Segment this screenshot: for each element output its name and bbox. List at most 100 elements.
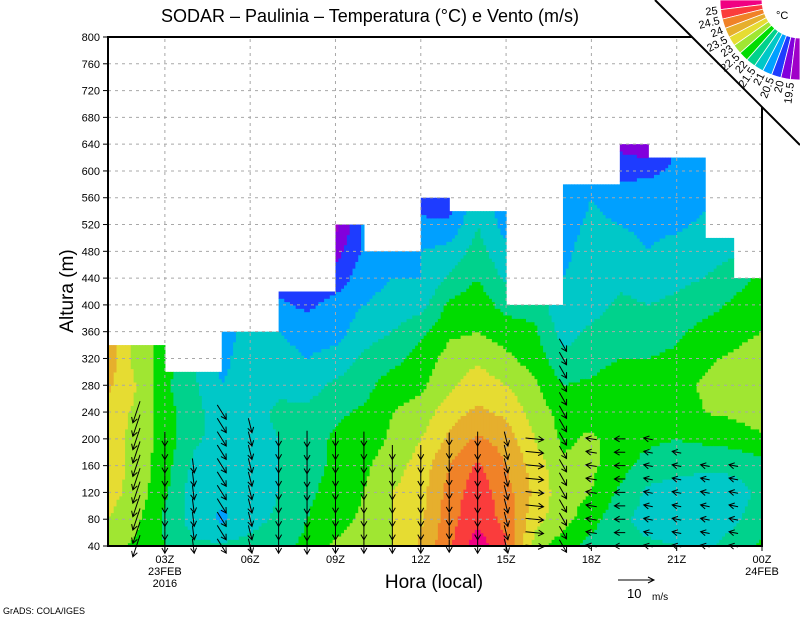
temperature-cell [406,462,411,547]
temperature-cell [318,291,322,303]
temperature-cell [616,224,621,296]
temperature-cell [412,348,416,400]
temperature-cell [435,288,439,323]
temperature-cell [437,522,442,547]
temperature-cell [298,291,302,309]
temperature-cell [139,345,143,520]
temperature-cell [398,482,402,547]
temperature-cell [346,234,351,283]
temperature-cell [210,371,214,544]
temperature-cell [725,237,729,262]
temperature-cell [196,381,200,447]
temperature-cell [304,291,308,313]
temperature-cell [690,221,695,283]
wind-arrow [558,405,568,420]
temperature-cell [500,381,504,417]
temperature-cell [702,318,706,376]
temperature-cell [514,358,519,396]
temperature-cell [744,341,749,427]
y-tick-label: 80 [88,514,100,526]
temperature-cell [656,355,661,447]
temperature-cell [730,298,735,353]
temperature-cell [108,345,112,393]
temperature-cell [648,358,652,450]
temperature-cell [531,321,536,376]
wind-arrow [417,445,425,461]
temperature-cell [477,227,482,283]
temperature-cell [705,472,709,547]
temperature-cell [383,375,388,440]
temperature-cell [321,388,325,477]
wind-arrow [613,515,626,523]
temperature-cell [429,197,433,219]
temperature-cell [537,525,541,547]
temperature-cell [446,241,450,276]
wind-arrow [671,502,682,510]
temperature-cell [747,425,752,453]
temperature-cell [452,298,456,339]
temperature-cell [503,281,507,316]
temperature-cell [486,251,490,296]
temperature-cell [597,184,601,209]
temperature-cell [523,304,527,319]
wind-arrow [728,529,739,537]
temperature-cell [662,351,666,443]
temperature-cell [272,405,277,430]
temperature-cell [639,358,644,453]
temperature-cell [699,321,703,380]
wind-arrow [388,458,396,474]
temperature-cell [326,381,331,440]
temperature-cell [142,509,146,547]
wind-arrow [275,458,283,474]
temperature-cell [722,237,726,262]
temperature-cell [565,184,570,269]
temperature-cell [534,378,538,443]
temperature-cell [682,335,686,443]
temperature-cell [557,438,561,537]
temperature-cell [452,425,456,460]
temperature-cell [409,398,413,460]
temperature-cell [486,371,490,410]
temperature-cell [733,294,738,350]
temperature-cell [369,251,374,299]
temperature-cell [671,479,675,544]
temperature-cell [611,221,615,303]
wind-arrow [613,448,626,456]
wind-arrow [161,445,169,461]
temperature-cell [352,318,356,363]
temperature-cell [167,371,172,487]
temperature-cell [341,251,345,289]
temperature-cell [571,381,575,447]
temperature-cell [383,251,388,286]
temperature-cell [395,408,399,487]
temperature-cell [477,331,482,366]
temperature-cell [625,154,629,182]
temperature-cell [696,281,701,323]
temperature-cell [201,408,206,437]
wind-arrow [275,431,283,448]
temperature-cell [636,177,641,239]
reference-wind-vector: 10 m/s [618,576,668,603]
temperature-cell [710,365,715,417]
temperature-cell [449,462,453,547]
temperature-cell [497,274,501,309]
temperature-cell [400,321,405,363]
temperature-cell [420,338,425,393]
temperature-cell [486,211,490,252]
temperature-cell [545,512,550,547]
temperature-cell [412,452,416,547]
temperature-cell [443,482,447,547]
temperature-cell [429,375,433,420]
temperature-cell [326,438,331,547]
x-tick-date: 23FEB [148,566,182,578]
y-axis-label: Altura (m) [57,249,78,332]
temperature-cell [722,261,726,306]
temperature-cell [574,184,578,242]
temperature-cell [494,211,499,219]
temperature-cell [705,318,709,373]
temperature-cell [432,324,436,370]
wind-arrow [585,502,597,510]
temperature-cell [162,345,166,510]
temperature-cell [651,539,655,547]
temperature-cell [335,378,339,427]
